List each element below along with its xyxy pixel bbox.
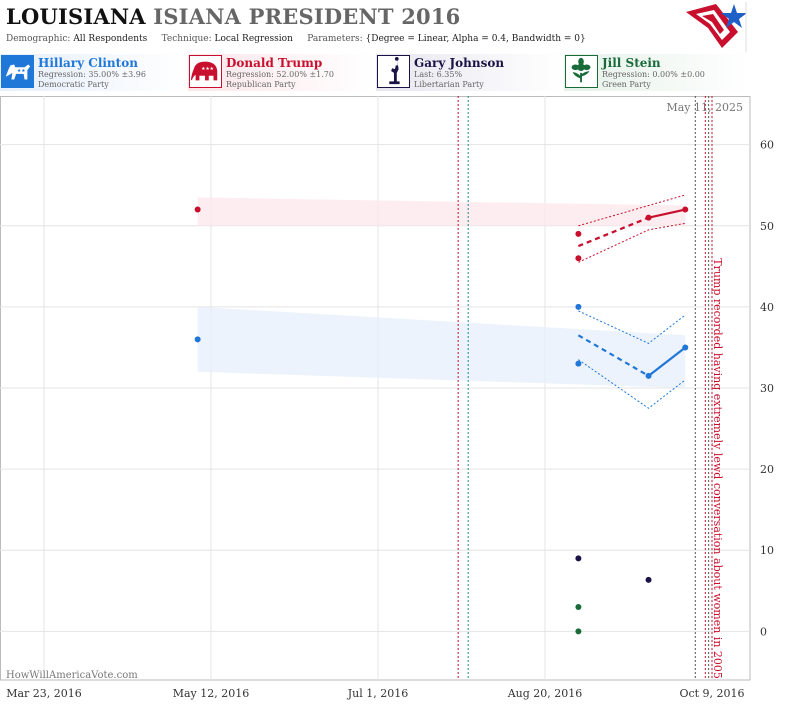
gary-johnson-data-point <box>575 555 582 562</box>
technique-value[interactable]: Local Regression <box>214 34 293 44</box>
candidate-party: Democratic Party <box>38 80 109 89</box>
donald-trump-data-point <box>575 255 582 262</box>
clinton-confidence-band <box>197 306 686 388</box>
trump-upper-envelope <box>578 194 686 227</box>
x-tick-label: Oct 9, 2016 <box>679 687 744 700</box>
donald-trump-trend-line <box>648 208 686 219</box>
candidate-name: Gary Johnson <box>414 56 505 70</box>
gary-johnson-data-point <box>645 576 652 583</box>
x-tick-label: Mar 23, 2016 <box>6 687 82 700</box>
demographic-value[interactable]: All Respondents <box>73 34 148 44</box>
title-race: ISIANA PRESIDENT 2016 <box>153 4 461 29</box>
chart-date-label: May 11, 2025 <box>666 101 743 114</box>
y-tick-label: 60 <box>760 139 774 152</box>
candidate-card-trump[interactable]: ★★★ Donald Trump Regression: 52.00% ±1.7… <box>188 54 374 91</box>
candidate-stat: Regression: 52.00% ±1.70 <box>226 70 334 79</box>
hillary-clinton-data-point <box>682 344 689 351</box>
hillary-clinton-data-point <box>194 336 201 343</box>
donald-trump-data-point <box>194 206 201 213</box>
svg-text:★★★: ★★★ <box>201 66 214 72</box>
candidate-party: Green Party <box>602 80 651 89</box>
poll-chart[interactable]: 0 10 20 30 40 50 60 Mar 23, 2016 May 12, 2016 Jul… <box>0 96 789 704</box>
trump-lower-envelope <box>578 222 686 263</box>
flower-icon <box>565 55 598 88</box>
donald-trump-data-point <box>682 206 689 213</box>
candidate-name: Donald Trump <box>226 56 323 70</box>
watermark-text: HowWillAmericaVote.com <box>6 670 138 681</box>
donald-trump-data-point <box>575 230 582 237</box>
donkey-icon: ★★ <box>1 55 34 88</box>
candidate-name: Jill Stein <box>602 56 661 70</box>
clinton-upper-envelope <box>578 310 686 344</box>
candidate-party: Libertarian Party <box>414 80 484 89</box>
candidate-stat: Regression: 35.00% ±3.96 <box>38 70 146 79</box>
hillary-clinton-trend-dashed <box>577 334 650 377</box>
jill-stein-data-point <box>575 628 582 635</box>
y-tick-label: 50 <box>760 220 774 233</box>
y-tick-label: 10 <box>760 544 774 557</box>
svg-text:★★: ★★ <box>17 68 25 74</box>
hillary-clinton-data-point <box>575 360 582 367</box>
hillary-clinton-data-point <box>645 372 652 379</box>
site-logo-icon[interactable] <box>686 2 748 52</box>
liberty-statue-icon <box>377 55 410 88</box>
y-tick-label: 40 <box>760 301 774 314</box>
candidate-card-clinton[interactable]: ★★ Hillary Clinton Regression: 35.00% ±3… <box>0 54 186 91</box>
parameters-value[interactable]: {Degree = Linear, Alpha = 0.4, Bandwidth… <box>365 34 586 44</box>
x-tick-label: Aug 20, 2016 <box>507 687 583 700</box>
candidate-card-stein[interactable]: Jill Stein Regression: 0.00% ±0.00 Green… <box>564 54 750 91</box>
hillary-clinton-data-point <box>575 303 582 310</box>
jill-stein-data-point <box>575 604 582 610</box>
event-annotation: Trump recorded having extremely lewd con… <box>711 258 724 679</box>
donald-trump-data-point <box>645 214 652 221</box>
page-title: LOUISIANA ISIANA PRESIDENT 2016 <box>6 4 460 29</box>
candidate-party: Republican Party <box>226 80 296 89</box>
hillary-clinton-trend-line <box>647 346 686 377</box>
trump-confidence-band <box>197 197 686 226</box>
y-tick-label: 20 <box>760 463 774 476</box>
parameters-label: Parameters: <box>307 34 363 44</box>
candidate-name: Hillary Clinton <box>38 56 138 70</box>
y-tick-label: 0 <box>760 625 767 638</box>
x-tick-label: May 12, 2016 <box>173 687 250 700</box>
title-state: LOUISIANA <box>6 4 146 29</box>
parameters-line: Demographic: All Respondents Technique: … <box>6 34 586 44</box>
candidate-card-johnson[interactable]: Gary Johnson Last: 6.35% Libertarian Par… <box>376 54 562 91</box>
y-tick-label: 30 <box>760 382 774 395</box>
x-tick-label: Jul 1, 2016 <box>347 687 409 700</box>
clinton-lower-envelope <box>578 359 686 409</box>
donald-trump-trend-dashed <box>577 216 649 248</box>
candidate-stat: Regression: 0.00% ±0.00 <box>602 70 705 79</box>
elephant-icon: ★★★ <box>189 55 222 88</box>
technique-label: Technique: <box>161 34 212 44</box>
candidate-stat: Last: 6.35% <box>414 70 463 79</box>
demographic-label: Demographic: <box>6 34 71 44</box>
